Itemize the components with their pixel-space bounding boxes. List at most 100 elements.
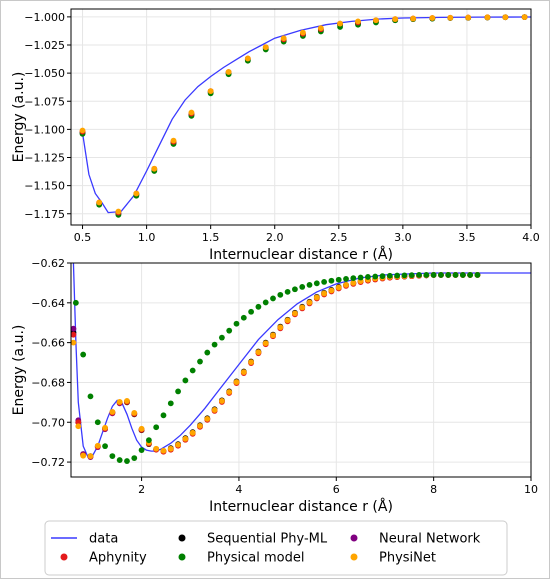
data-point [218, 398, 225, 404]
data-point [394, 272, 401, 279]
data-point [96, 199, 103, 206]
legend-box [44, 520, 508, 576]
data-point [350, 280, 357, 286]
plot-panel-1: 0.5 1.0 1.5 2.0 2.5 3.0 3.5 4.0 −1.175 −1.150 −1.1… [11, 8, 540, 263]
data-point [262, 299, 269, 306]
data-point [465, 14, 472, 21]
data-point [151, 165, 158, 172]
data-point [79, 127, 86, 134]
data-point [138, 447, 145, 454]
y-tick-label: −1.050 [24, 67, 65, 80]
y-tick-label: −0.66 [31, 337, 65, 350]
series-neural-network [71, 272, 481, 460]
legend-label: Aphynity [89, 551, 147, 566]
data-point [102, 443, 108, 450]
data-point [102, 424, 108, 431]
data-point [207, 88, 214, 95]
x-tick-label: 2.0 [266, 231, 284, 244]
data-point [277, 291, 284, 298]
y-tick-label: −0.70 [31, 416, 65, 429]
data-point [292, 310, 298, 317]
data-point [277, 324, 284, 331]
data-point [80, 452, 87, 459]
legend-marker-dot [350, 553, 358, 561]
data-point [284, 317, 291, 324]
data-point [189, 367, 196, 374]
data-point [335, 276, 342, 283]
data-point [365, 274, 371, 280]
data-point [115, 208, 122, 215]
x-tick-label: 6 [333, 483, 340, 496]
data-point [474, 272, 481, 278]
data-point [226, 327, 233, 334]
series-physinet [79, 14, 528, 215]
data-point [328, 277, 335, 284]
data-point [197, 358, 203, 365]
y-tick-label: −1.100 [24, 123, 65, 136]
data-point [521, 14, 528, 20]
y-axis-label: Energy (a.u.) [11, 72, 27, 163]
y-tick-label: −1.025 [24, 39, 65, 52]
data-point [124, 458, 130, 464]
data-point [160, 447, 167, 454]
data-point [416, 272, 422, 278]
data-point [306, 281, 313, 288]
data-point [71, 331, 77, 338]
data-point [337, 20, 343, 27]
data-point [350, 275, 357, 282]
data-point [280, 35, 287, 42]
data-point [197, 422, 203, 429]
data-point [116, 399, 123, 405]
y-tick-label: −0.64 [31, 297, 65, 310]
y-tick-label: −1.150 [24, 180, 65, 193]
x-tick-label: 0.5 [74, 231, 92, 244]
x-tick-label: 1.5 [202, 231, 220, 244]
data-point [138, 425, 145, 432]
x-tick-label: 2 [138, 483, 145, 496]
data-point [248, 359, 255, 366]
data-point [313, 294, 320, 301]
series-sequential-phy-ml [71, 272, 481, 459]
data-point [270, 295, 276, 302]
data-point [240, 369, 247, 375]
data-point [467, 272, 474, 278]
data-point [299, 304, 306, 311]
data-point [170, 137, 177, 144]
legend-label: Neural Network [379, 532, 481, 547]
axes-frame [70, 262, 532, 478]
y-tick-label: −0.68 [31, 376, 65, 389]
data-point [75, 419, 82, 426]
legend-marker-dot [350, 534, 358, 542]
data-point [262, 44, 269, 51]
x-tick-label: 4.0 [522, 231, 540, 244]
data-point [218, 334, 225, 341]
data-point [248, 308, 255, 315]
data-point [189, 429, 196, 436]
data-point [430, 272, 437, 278]
data-point [335, 284, 342, 291]
data-point [153, 424, 160, 431]
y-tick-label: −0.62 [31, 257, 65, 270]
legend-item-sequential-phy-ml: Sequential Phy-ML [178, 532, 328, 547]
data-point [211, 407, 218, 413]
legend-label: Physical model [207, 551, 305, 566]
data-point [80, 351, 87, 358]
x-tick-label: 2.5 [330, 231, 348, 244]
x-tick-label: 4 [235, 483, 242, 496]
data-point [94, 442, 101, 449]
data-point [270, 332, 276, 339]
data-point [182, 435, 189, 442]
data-point [204, 349, 211, 356]
data-point [447, 14, 454, 21]
y-tick-label: −1.175 [24, 208, 65, 221]
legend-item-data: data [51, 532, 118, 547]
data-point [423, 272, 430, 278]
axes-frame [70, 8, 532, 226]
data-point [502, 14, 509, 21]
data-point [167, 400, 174, 407]
data-point [94, 419, 101, 426]
data-point [357, 274, 364, 281]
data-point [284, 288, 291, 295]
